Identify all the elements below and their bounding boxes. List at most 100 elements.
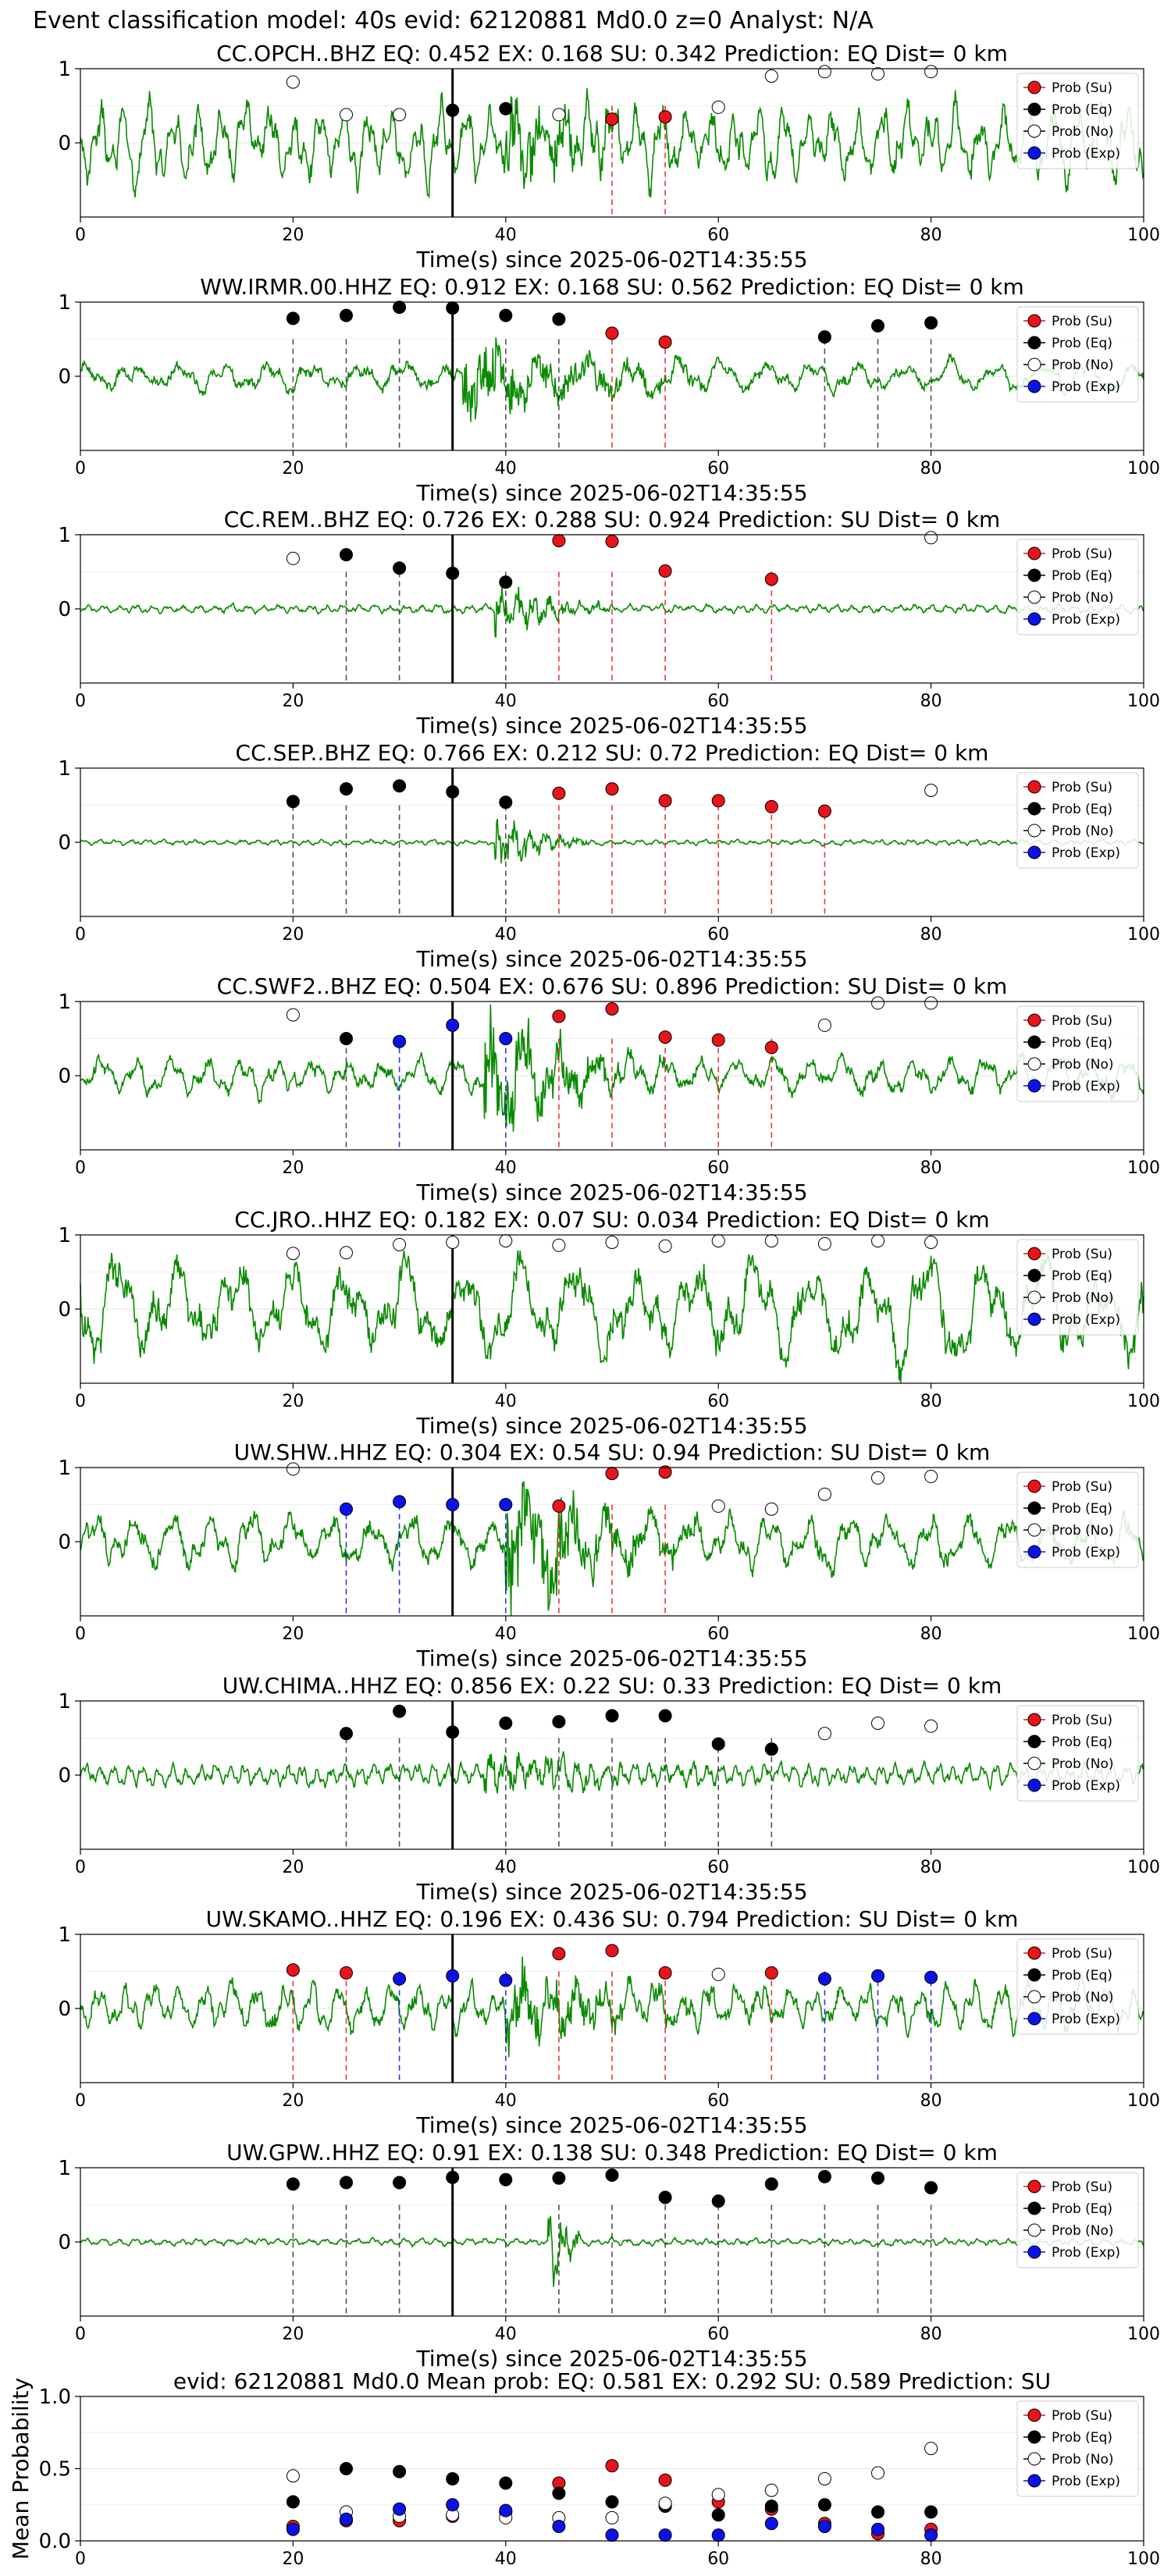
- mean-marker-eq: [446, 2471, 460, 2485]
- mean-marker-no: [658, 2496, 672, 2510]
- prob-marker-eq: [499, 795, 513, 809]
- legend-label-exp: Prob (Exp): [1052, 146, 1120, 162]
- x-tick-label: 60: [707, 692, 729, 711]
- mean-marker-eq: [871, 2505, 884, 2519]
- prob-marker-no: [658, 1239, 672, 1253]
- prob-marker-eq: [658, 1709, 672, 1723]
- mean-marker-no: [924, 2442, 938, 2456]
- legend-marker-no: [1027, 1990, 1041, 2004]
- station-panel: CC.SWF2..BHZ EQ: 0.504 EX: 0.676 SU: 0.8…: [58, 973, 1160, 1205]
- x-tick-label: 60: [707, 1392, 729, 1411]
- mean-marker-exp: [393, 2502, 407, 2516]
- legend-marker-eq: [1027, 1035, 1041, 1049]
- x-tick-label: 60: [707, 1624, 729, 1644]
- prob-marker-su: [711, 794, 725, 808]
- prob-marker-no: [286, 75, 300, 89]
- x-tick-label: 20: [282, 925, 304, 945]
- prob-marker-eq: [871, 2171, 884, 2185]
- prob-marker-su: [711, 1033, 725, 1047]
- x-tick-label: 0: [75, 925, 86, 945]
- mean-marker-eq: [924, 2505, 938, 2519]
- mean-marker-eq: [393, 2464, 407, 2478]
- legend-label-eq: Prob (Eq): [1052, 1735, 1112, 1750]
- legend-marker-eq: [1027, 2430, 1041, 2444]
- legend-label-exp: Prob (Exp): [1052, 379, 1120, 395]
- prob-marker-no: [924, 1236, 938, 1249]
- legend-marker-no: [1027, 2452, 1041, 2466]
- prob-marker-exp: [446, 1969, 460, 1983]
- prob-marker-exp: [446, 1498, 460, 1511]
- x-tick-label: 60: [707, 2549, 729, 2569]
- y-tick-label: 1: [58, 524, 71, 547]
- station-panel: CC.SEP..BHZ EQ: 0.766 EX: 0.212 SU: 0.72…: [58, 740, 1160, 972]
- x-tick-label: 100: [1127, 1858, 1160, 1877]
- mean-marker-exp: [658, 2528, 672, 2542]
- mean-marker-eq: [499, 2476, 513, 2490]
- x-tick-label: 20: [282, 1624, 304, 1644]
- prob-marker-exp: [393, 1972, 407, 1986]
- prob-marker-su: [764, 1041, 778, 1055]
- legend-label-su: Prob (Su): [1052, 2408, 1112, 2424]
- legend-label-eq: Prob (Eq): [1052, 1268, 1112, 1284]
- waveform-trace: [80, 87, 1144, 199]
- legend-marker-eq: [1027, 1735, 1041, 1749]
- x-tick-label: 60: [707, 226, 729, 245]
- waveform-trace: [80, 1481, 1144, 1617]
- prob-marker-eq: [711, 1737, 725, 1751]
- legend-label-no: Prob (No): [1052, 2223, 1114, 2239]
- prob-marker-su: [764, 572, 778, 586]
- y-tick-label: 0.0: [39, 2530, 71, 2553]
- legend-marker-eq: [1027, 2201, 1041, 2215]
- legend-box: [1016, 772, 1139, 869]
- x-tick-label: 100: [1127, 692, 1160, 711]
- prob-marker-no: [817, 65, 831, 79]
- waveform-trace: [80, 818, 1144, 864]
- prob-marker-eq: [340, 1032, 353, 1045]
- prob-marker-no: [817, 1018, 831, 1032]
- x-tick-label: 100: [1127, 2325, 1160, 2344]
- x-axis-label: Time(s) since 2025-06-02T14:35:55: [415, 247, 807, 272]
- legend-marker-eq: [1027, 568, 1041, 582]
- legend-box: [1016, 1471, 1139, 1568]
- x-axis-label: Time(s) since 2025-06-02T14:35:55: [415, 1413, 807, 1439]
- x-tick-label: 40: [495, 2325, 517, 2344]
- legend-marker-no: [1027, 1290, 1041, 1304]
- legend-label-exp: Prob (Exp): [1052, 2245, 1120, 2261]
- prob-marker-eq: [817, 330, 831, 344]
- prob-marker-no: [924, 996, 938, 1010]
- x-tick-label: 0: [75, 1158, 86, 1178]
- prob-marker-no: [924, 784, 938, 797]
- y-tick-label: 0: [58, 1764, 71, 1788]
- prob-marker-no: [286, 551, 300, 565]
- axes-frame: [80, 767, 1144, 917]
- waveform-trace: [80, 337, 1144, 422]
- y-tick-label: 1.0: [39, 2386, 71, 2409]
- legend-label-eq: Prob (Eq): [1052, 2430, 1112, 2446]
- prob-marker-eq: [552, 2171, 566, 2185]
- prob-marker-no: [711, 1499, 725, 1513]
- axes-frame: [80, 301, 1144, 451]
- prob-marker-no: [286, 1462, 300, 1476]
- legend-label-no: Prob (No): [1052, 1990, 1114, 2005]
- legend-marker-exp: [1027, 146, 1041, 160]
- x-tick-label: 100: [1127, 459, 1160, 479]
- prob-marker-su: [658, 1030, 672, 1044]
- mean-marker-eq: [552, 2486, 566, 2500]
- prob-marker-no: [817, 1487, 831, 1501]
- axes-frame: [80, 2396, 1144, 2542]
- x-axis-label: Time(s) since 2025-06-02T14:35:55: [415, 2112, 807, 2138]
- prob-marker-eq: [446, 301, 460, 315]
- mean-marker-no: [764, 2483, 778, 2497]
- y-tick-label: 1: [58, 291, 71, 315]
- mean-marker-exp: [871, 2522, 884, 2536]
- legend-label-eq: Prob (Eq): [1052, 568, 1112, 584]
- panel-title: UW.CHIMA..HHZ EQ: 0.856 EX: 0.22 SU: 0.3…: [222, 1673, 1002, 1699]
- x-tick-label: 20: [282, 2325, 304, 2344]
- x-tick-label: 100: [1127, 1624, 1160, 1644]
- station-panel: CC.JRO..HHZ EQ: 0.182 EX: 0.07 SU: 0.034…: [58, 1207, 1160, 1439]
- prob-marker-eq: [393, 2176, 407, 2190]
- prob-marker-su: [340, 1966, 353, 1980]
- prob-marker-su: [764, 799, 778, 813]
- prob-marker-eq: [711, 2194, 725, 2208]
